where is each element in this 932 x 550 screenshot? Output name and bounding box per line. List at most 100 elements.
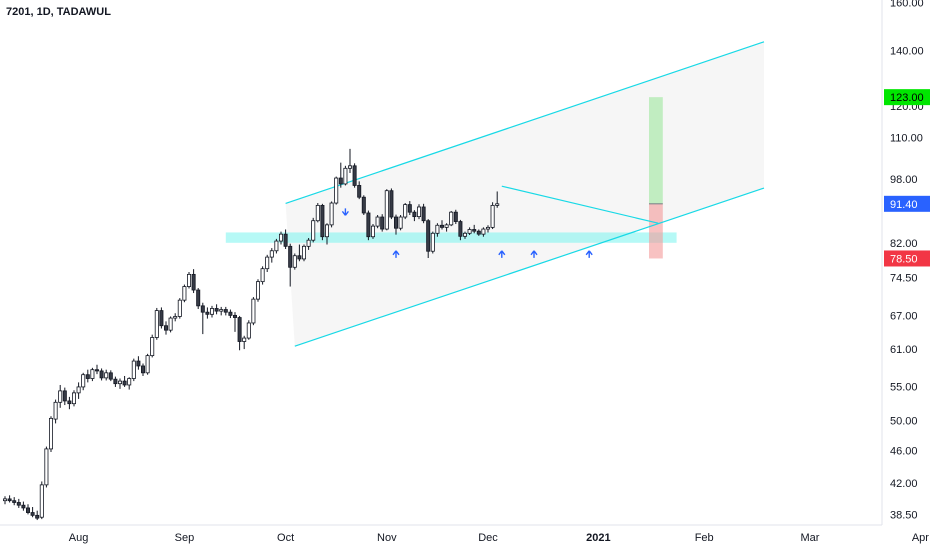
candle[interactable] xyxy=(315,203,320,223)
candle[interactable] xyxy=(3,496,8,505)
candle[interactable] xyxy=(495,191,500,208)
candle[interactable] xyxy=(145,353,150,375)
target-zone[interactable] xyxy=(649,97,663,204)
candle[interactable] xyxy=(113,376,118,387)
candle[interactable] xyxy=(209,305,214,318)
candle[interactable] xyxy=(186,271,191,289)
candle[interactable] xyxy=(430,231,435,254)
candle[interactable] xyxy=(467,227,472,236)
candle[interactable] xyxy=(490,202,495,230)
candle[interactable] xyxy=(324,223,329,245)
candle[interactable] xyxy=(39,481,44,520)
candle[interactable] xyxy=(205,307,210,319)
candle[interactable] xyxy=(154,307,159,340)
candle[interactable] xyxy=(278,231,283,245)
candle[interactable] xyxy=(375,214,380,229)
candle[interactable] xyxy=(407,201,412,215)
candle[interactable] xyxy=(449,210,454,227)
candle[interactable] xyxy=(472,224,477,234)
candle[interactable] xyxy=(44,446,49,488)
candle[interactable] xyxy=(444,223,449,232)
candle[interactable] xyxy=(334,176,339,205)
candle[interactable] xyxy=(85,369,90,383)
candle[interactable] xyxy=(136,356,141,370)
candle[interactable] xyxy=(393,214,398,235)
channel-lower-line[interactable] xyxy=(294,187,765,347)
candle[interactable] xyxy=(237,315,242,351)
candle[interactable] xyxy=(269,248,274,263)
candle[interactable] xyxy=(260,266,265,285)
candle[interactable] xyxy=(255,279,260,302)
candle[interactable] xyxy=(200,302,205,335)
candle[interactable] xyxy=(426,219,431,259)
candle[interactable] xyxy=(58,384,63,408)
y-axis[interactable]: 160.00140.00120.00110.0098.0082.0074.506… xyxy=(890,0,924,521)
candle[interactable] xyxy=(104,369,109,381)
candle[interactable] xyxy=(81,372,86,391)
candle[interactable] xyxy=(403,203,408,220)
candle[interactable] xyxy=(242,335,247,350)
candle[interactable] xyxy=(251,297,256,326)
candle[interactable] xyxy=(292,253,297,270)
candle[interactable] xyxy=(357,181,362,200)
candle[interactable] xyxy=(352,163,357,188)
candle[interactable] xyxy=(320,203,325,241)
candle[interactable] xyxy=(343,165,348,186)
candle[interactable] xyxy=(232,312,237,332)
x-axis[interactable]: Aug Sep Oct Nov Dec 2021 Feb Mar Apr xyxy=(69,532,929,544)
candle[interactable] xyxy=(223,306,228,316)
candle[interactable] xyxy=(214,304,219,315)
candle[interactable] xyxy=(458,219,463,241)
candle[interactable] xyxy=(370,224,375,239)
candle[interactable] xyxy=(389,188,394,220)
candle[interactable] xyxy=(191,269,196,294)
candle[interactable] xyxy=(49,416,54,453)
candle[interactable] xyxy=(412,210,417,222)
plot-area[interactable] xyxy=(3,41,765,521)
candle[interactable] xyxy=(453,209,458,225)
candle[interactable] xyxy=(131,358,136,382)
candle[interactable] xyxy=(416,204,421,220)
candle[interactable] xyxy=(163,321,168,335)
candle[interactable] xyxy=(95,364,100,375)
candle[interactable] xyxy=(219,306,224,316)
candle[interactable] xyxy=(122,375,127,387)
stop-zone[interactable] xyxy=(649,203,663,259)
candle[interactable] xyxy=(398,214,403,231)
candle[interactable] xyxy=(196,288,201,310)
candle[interactable] xyxy=(99,368,104,381)
candle[interactable] xyxy=(384,189,389,231)
channel-upper-line[interactable] xyxy=(285,41,765,204)
candle[interactable] xyxy=(30,507,35,518)
candle[interactable] xyxy=(306,238,311,250)
candle[interactable] xyxy=(361,195,366,215)
candle[interactable] xyxy=(311,217,316,243)
candle[interactable] xyxy=(76,382,81,399)
candle[interactable] xyxy=(347,148,352,173)
candle[interactable] xyxy=(177,298,182,319)
candle[interactable] xyxy=(366,210,371,241)
candle[interactable] xyxy=(421,203,426,224)
candle[interactable] xyxy=(16,498,21,508)
candle[interactable] xyxy=(329,201,334,228)
candle[interactable] xyxy=(301,244,306,262)
candle[interactable] xyxy=(150,334,155,358)
candle[interactable] xyxy=(283,229,288,249)
candle[interactable] xyxy=(439,220,444,230)
candle[interactable] xyxy=(182,284,187,303)
candle[interactable] xyxy=(25,504,30,515)
candle[interactable] xyxy=(140,363,145,376)
candle[interactable] xyxy=(481,227,486,237)
candle[interactable] xyxy=(476,229,481,236)
candle[interactable] xyxy=(462,231,467,239)
triangle-upper-line[interactable] xyxy=(501,185,659,224)
candle[interactable] xyxy=(380,214,385,232)
candle[interactable] xyxy=(90,367,95,382)
candle[interactable] xyxy=(159,307,164,329)
candle[interactable] xyxy=(118,378,123,389)
candle[interactable] xyxy=(67,396,72,410)
candle[interactable] xyxy=(265,254,270,272)
candle[interactable] xyxy=(173,313,178,322)
candle[interactable] xyxy=(288,243,293,287)
